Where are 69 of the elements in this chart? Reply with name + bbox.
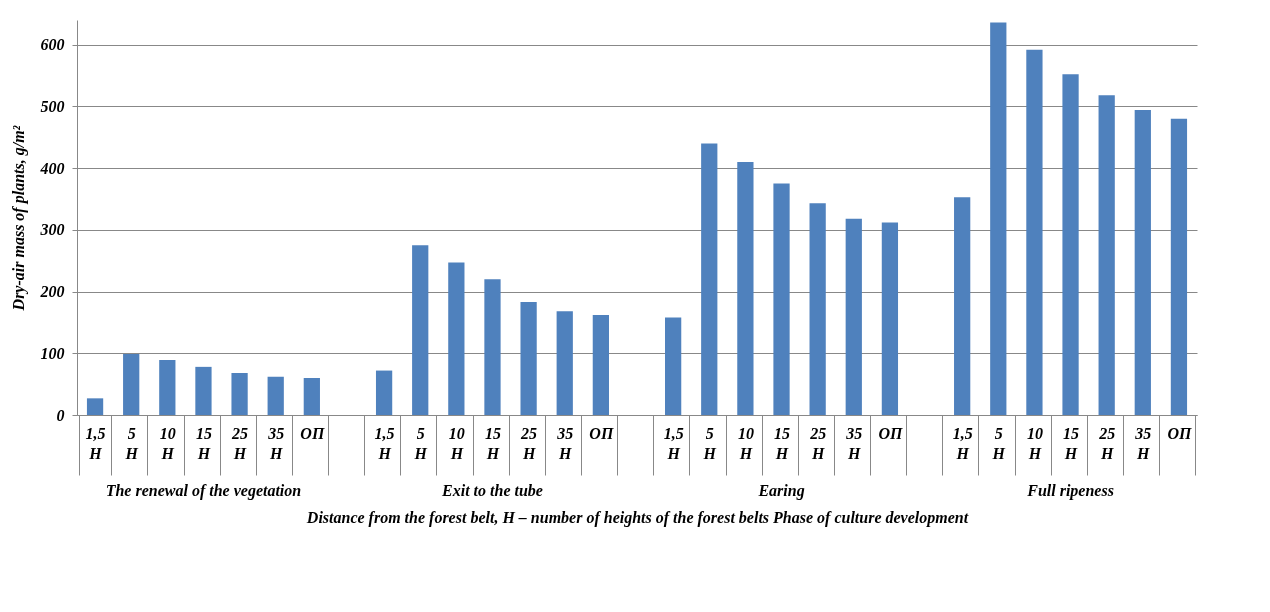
x-tick-label: 10 H: [448, 424, 465, 462]
text: Earing: [757, 482, 805, 500]
bar: [448, 262, 465, 415]
bar: [195, 366, 212, 415]
bar: [1134, 110, 1151, 415]
bar: [701, 143, 718, 415]
x-tick-label: ОП: [300, 424, 325, 442]
x-tick-label: 1,5 H: [663, 424, 684, 462]
bar: [1098, 95, 1115, 415]
bar: [990, 22, 1007, 415]
bar: [1026, 49, 1043, 415]
x-tick-label: 10 H: [1026, 424, 1043, 462]
x-tick-label: 10 H: [159, 424, 176, 462]
bar: [520, 302, 537, 415]
bar: [773, 183, 790, 415]
y-tick-label: 100: [40, 344, 65, 362]
text: Full ripeness: [1026, 482, 1114, 500]
bar: [809, 203, 826, 415]
y-tick-label: 400: [39, 159, 65, 177]
bar: [1170, 118, 1188, 415]
x-tick-label: 15 H: [195, 424, 212, 462]
bar: [123, 353, 140, 415]
bar: [1062, 74, 1079, 415]
x-tick-label: ОП: [1167, 424, 1192, 442]
y-tick-label: 500: [40, 97, 65, 115]
text: Exit to the tube: [441, 482, 543, 499]
x-tick-label: 25 H: [231, 424, 249, 462]
x-tick-label: 1,5 H: [952, 424, 973, 462]
y-axis-title: Dry-air mass of plants, g/m²: [9, 124, 28, 312]
x-tick-label: ОП: [589, 424, 614, 442]
bar: [375, 370, 393, 415]
x-tick-label: 15 H: [774, 424, 791, 462]
x-tick-label: 1,5 H: [85, 424, 106, 462]
bar: [86, 398, 104, 415]
x-tick-label: ОП: [878, 424, 903, 442]
x-tick-label: 1,5 H: [374, 424, 395, 462]
x-tick-label: 35 H: [1134, 424, 1152, 462]
bar: [159, 360, 176, 415]
x-tick-label: 15 H: [1063, 424, 1080, 462]
x-tick-label: 35 H: [556, 424, 574, 462]
x-tick-label: 5 H: [991, 424, 1006, 462]
y-tick-label: 0: [56, 406, 65, 424]
x-tick-label: 10 H: [737, 424, 754, 462]
bar: [484, 279, 501, 415]
bar: [267, 376, 284, 415]
bar: [556, 311, 573, 415]
x-tick-label: 5 H: [413, 424, 428, 462]
x-tick-label: 5 H: [124, 424, 139, 462]
y-tick-label: 200: [39, 283, 65, 301]
x-tick-label: 25 H: [809, 424, 827, 462]
x-tick-label: 35 H: [845, 424, 863, 462]
bar: [845, 218, 862, 415]
bar: [303, 377, 320, 415]
bar: [231, 373, 248, 415]
text: The renewal of the vegetation: [105, 482, 302, 500]
y-tick-label: 300: [39, 221, 65, 239]
bar: [881, 222, 899, 415]
x-tick-label: 25 H: [1098, 424, 1116, 462]
x-tick-label: 15 H: [484, 424, 501, 462]
bar: [954, 197, 971, 415]
x-axis-title: Distance from the forest belt, H – number of heights of the forest belts Phase of culture development: [305, 509, 969, 527]
bar: [665, 317, 682, 415]
x-tick-label: 5 H: [702, 424, 717, 462]
bar: [412, 245, 429, 415]
x-tick-label: 35 H: [267, 424, 285, 462]
bar: [592, 315, 609, 415]
x-tick-label: 25 H: [520, 424, 538, 462]
y-tick-label: 600: [40, 36, 65, 54]
bar: [737, 161, 754, 415]
